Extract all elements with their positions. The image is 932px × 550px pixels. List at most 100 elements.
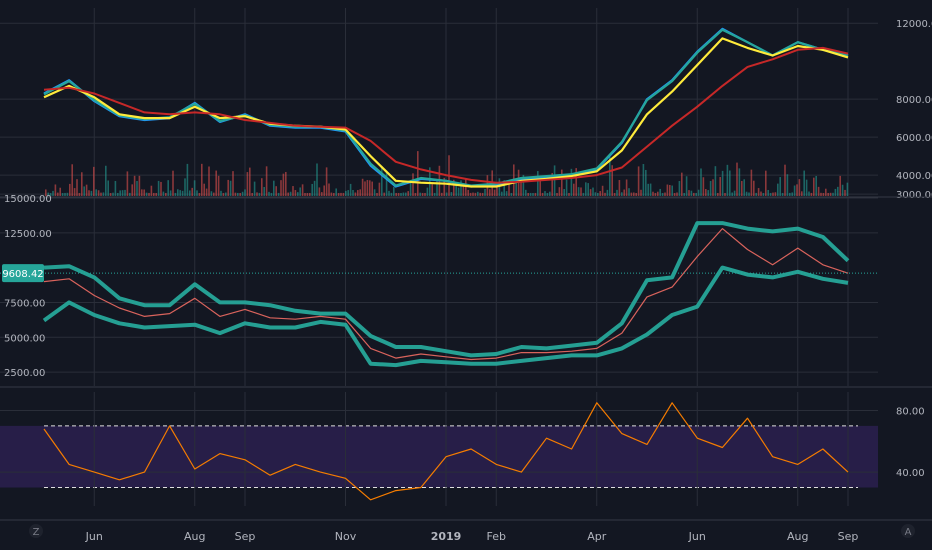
volume-bar [66, 192, 69, 196]
volume-bar [808, 191, 810, 196]
volume-bar [822, 192, 825, 196]
volume-bar [174, 192, 177, 196]
volume-bar [246, 172, 249, 196]
y-tick-label[interactable]: 7500.00 [4, 298, 45, 309]
volume-bar [820, 192, 822, 196]
volume-bar [400, 193, 402, 196]
volume-bar [275, 186, 277, 196]
moving-average-lines[interactable] [43, 27, 849, 188]
volume-bar [618, 180, 621, 196]
y-tick-label[interactable]: 2500.00 [4, 368, 45, 379]
bollinger-y-axis[interactable]: 15000.00 12500.00 7500.00 5000.00 2500.00 [4, 194, 52, 379]
volume-bar [693, 192, 695, 196]
y-tick-label[interactable]: 5000.00 [4, 333, 45, 344]
volume-bar [443, 177, 445, 196]
volume-bar [64, 192, 66, 196]
volume-bar [371, 181, 373, 196]
volume-bar [306, 193, 309, 196]
volume-bar [784, 164, 786, 196]
volume-bar [649, 183, 652, 196]
volume-bar [575, 168, 577, 196]
auto-scale-button-bg[interactable] [901, 524, 915, 538]
volume-bar [755, 192, 757, 196]
panel-price-moving-averages[interactable]: 12000.00 8000.00 6000.00 4000.00 3000.00 [0, 8, 932, 201]
rsi-line-path[interactable] [43, 402, 849, 501]
volume-bar [366, 179, 369, 196]
volume-bar [105, 165, 107, 196]
volume-bar [841, 184, 844, 196]
y-tick-label[interactable]: 15000.00 [4, 194, 52, 205]
volume-bar [450, 192, 453, 196]
y-tick-label[interactable]: 8000.00 [896, 95, 932, 106]
volume-bar [179, 190, 181, 196]
volume-bar [561, 169, 563, 196]
price-y-axis[interactable]: 12000.00 8000.00 6000.00 4000.00 3000.00 [896, 19, 932, 201]
y-tick-label[interactable]: 12000.00 [896, 19, 932, 30]
time-tick-label[interactable]: Aug [184, 530, 205, 543]
time-axis[interactable]: Jun Aug Sep Nov 2019 Feb Apr Jun Aug Sep [85, 530, 859, 543]
volume-bar [467, 189, 469, 196]
volume-bar [671, 185, 673, 196]
volume-bar [292, 186, 294, 196]
time-tick-label[interactable]: Apr [587, 530, 607, 543]
time-tick-label[interactable]: Jun [688, 530, 706, 543]
time-tick-label[interactable]: Sep [838, 530, 859, 543]
volume-bar [791, 192, 793, 196]
y-tick-label[interactable]: 3000.00 [896, 190, 932, 201]
y-tick-label[interactable]: 80.00 [896, 406, 925, 417]
volume-bar [635, 192, 637, 196]
bollinger-upper-band[interactable] [43, 221, 850, 358]
volume-bar [69, 183, 71, 196]
time-tick-label[interactable]: 2019 [431, 530, 462, 543]
volume-bar [498, 178, 501, 196]
rsi-y-axis[interactable]: 80.00 40.00 [896, 406, 925, 479]
volume-bar [496, 185, 498, 196]
volume-bar [52, 190, 54, 196]
time-tick-label[interactable]: Aug [787, 530, 808, 543]
volume-bar [846, 182, 849, 196]
y-tick-label[interactable]: 4000.00 [896, 171, 932, 182]
volume-bar [153, 192, 155, 196]
volume-bar [169, 190, 172, 196]
volume-bar [793, 185, 796, 196]
volume-bar [345, 190, 347, 196]
ma-slow-red-line[interactable] [43, 46, 849, 184]
last-price-label-bg [2, 264, 44, 283]
timezone-button[interactable]: Z [29, 524, 43, 538]
volume-bar [705, 189, 707, 196]
bollinger-lines[interactable] [42, 221, 850, 368]
timezone-icon[interactable]: Z [33, 527, 40, 538]
volume-bar [750, 169, 753, 196]
auto-scale-icon[interactable]: A [905, 527, 912, 538]
bollinger-lower-band[interactable] [42, 265, 849, 368]
volume-bar [208, 166, 210, 196]
volume-bar [124, 189, 126, 196]
volume-bar [311, 183, 313, 196]
volume-bar [165, 192, 167, 196]
volume-bar [568, 192, 570, 196]
y-tick-label[interactable]: 12500.00 [4, 229, 52, 240]
price-line[interactable] [43, 228, 849, 361]
timezone-button-bg[interactable] [29, 524, 43, 538]
time-tick-label[interactable]: Feb [487, 530, 506, 543]
volume-bar [477, 191, 479, 196]
auto-scale-button[interactable]: A [901, 524, 915, 538]
time-tick-label[interactable]: Sep [235, 530, 256, 543]
panel-rsi[interactable]: 80.00 40.00 [0, 392, 925, 506]
volume-bar [769, 192, 772, 196]
time-tick-label[interactable]: Jun [85, 530, 103, 543]
volume-bar [361, 178, 364, 196]
volume-bar [652, 191, 654, 196]
volume-bar [469, 192, 472, 196]
panel-price-bollinger[interactable]: 9608.42 15000.00 12500.00 7500.00 5000.00 25… [0, 194, 878, 386]
rsi-line[interactable] [43, 402, 849, 501]
volume-bar [421, 192, 424, 196]
volume-bar [515, 178, 517, 196]
volume-bar [534, 192, 537, 196]
y-tick-label[interactable]: 6000.00 [896, 133, 932, 144]
y-tick-label[interactable]: 40.00 [896, 468, 925, 479]
time-tick-label[interactable]: Nov [335, 530, 357, 543]
volume-bar [745, 191, 748, 196]
volume-bar [460, 180, 462, 196]
